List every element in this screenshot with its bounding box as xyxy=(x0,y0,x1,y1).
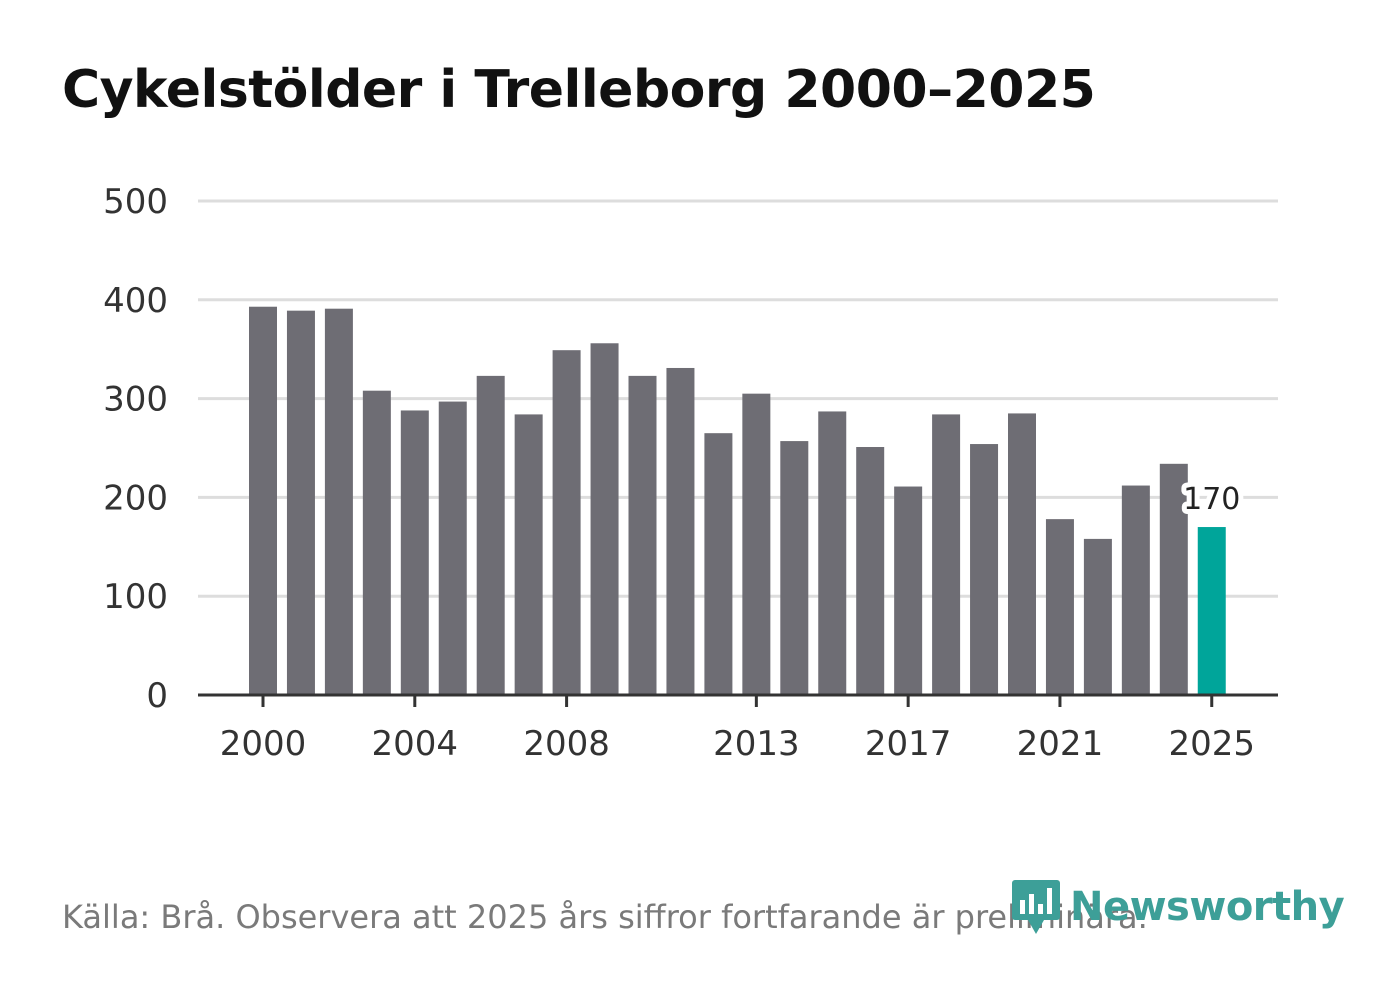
bar-2016 xyxy=(856,447,885,695)
bar-2010 xyxy=(628,375,657,695)
y-tick-label: 300 xyxy=(103,380,168,420)
x-tick-label: 2008 xyxy=(523,724,610,764)
data-label-halo: 170 xyxy=(1183,482,1240,517)
source-note: Källa: Brå. Observera att 2025 års siffr… xyxy=(62,898,1148,936)
grid-lines xyxy=(198,199,1278,598)
bar-2018 xyxy=(932,414,961,695)
x-tick-label: 2021 xyxy=(1017,724,1104,764)
x-tick-label: 2017 xyxy=(865,724,952,764)
bar-2005 xyxy=(438,401,467,695)
y-tick-label: 200 xyxy=(103,478,168,518)
bar-2004 xyxy=(400,410,429,695)
bar-2001 xyxy=(286,310,315,695)
bar-2008 xyxy=(552,350,581,695)
bar-2024 xyxy=(1159,463,1188,695)
labels: 0 100 200 300 400 500 2000 2004 2008 2013 2017 2021… xyxy=(103,182,1255,764)
y-tick-label: 100 xyxy=(103,577,168,617)
bar-2025 xyxy=(1197,527,1226,695)
bar-2006 xyxy=(476,375,505,695)
bar-2011 xyxy=(666,367,695,695)
x-tick-label: 2025 xyxy=(1168,724,1255,764)
x-tick-label: 2004 xyxy=(372,724,459,764)
bar-2000 xyxy=(249,306,277,695)
bars xyxy=(249,306,1226,695)
bar-2019 xyxy=(970,444,999,695)
bar-2017 xyxy=(894,486,923,695)
bar-2023 xyxy=(1121,485,1150,695)
bar-2013 xyxy=(742,393,771,695)
bar-2021 xyxy=(1045,519,1074,695)
y-tick-label: 0 xyxy=(146,676,168,716)
bar-2020 xyxy=(1008,413,1036,695)
bar-2003 xyxy=(362,390,391,695)
brand-logo: Newsworthy xyxy=(1010,876,1345,938)
bar-2002 xyxy=(324,308,353,695)
axes xyxy=(198,693,1278,707)
y-tick-label: 500 xyxy=(103,182,168,222)
bar-2009 xyxy=(590,343,619,695)
bar-2015 xyxy=(818,411,847,695)
bar-2014 xyxy=(780,441,809,695)
x-tick-label: 2000 xyxy=(220,724,307,764)
bar-2022 xyxy=(1083,538,1112,695)
y-tick-label: 400 xyxy=(103,281,168,321)
newsworthy-logo-icon xyxy=(1012,880,1060,934)
x-tick-label: 2013 xyxy=(713,724,800,764)
bar-2012 xyxy=(704,433,733,695)
bar-2007 xyxy=(514,414,543,695)
brand-name: Newsworthy xyxy=(1070,884,1345,930)
chart-title: Cykelstölder i Trelleborg 2000–2025 xyxy=(62,60,1096,120)
data-label-2025: 170 xyxy=(1183,482,1240,517)
